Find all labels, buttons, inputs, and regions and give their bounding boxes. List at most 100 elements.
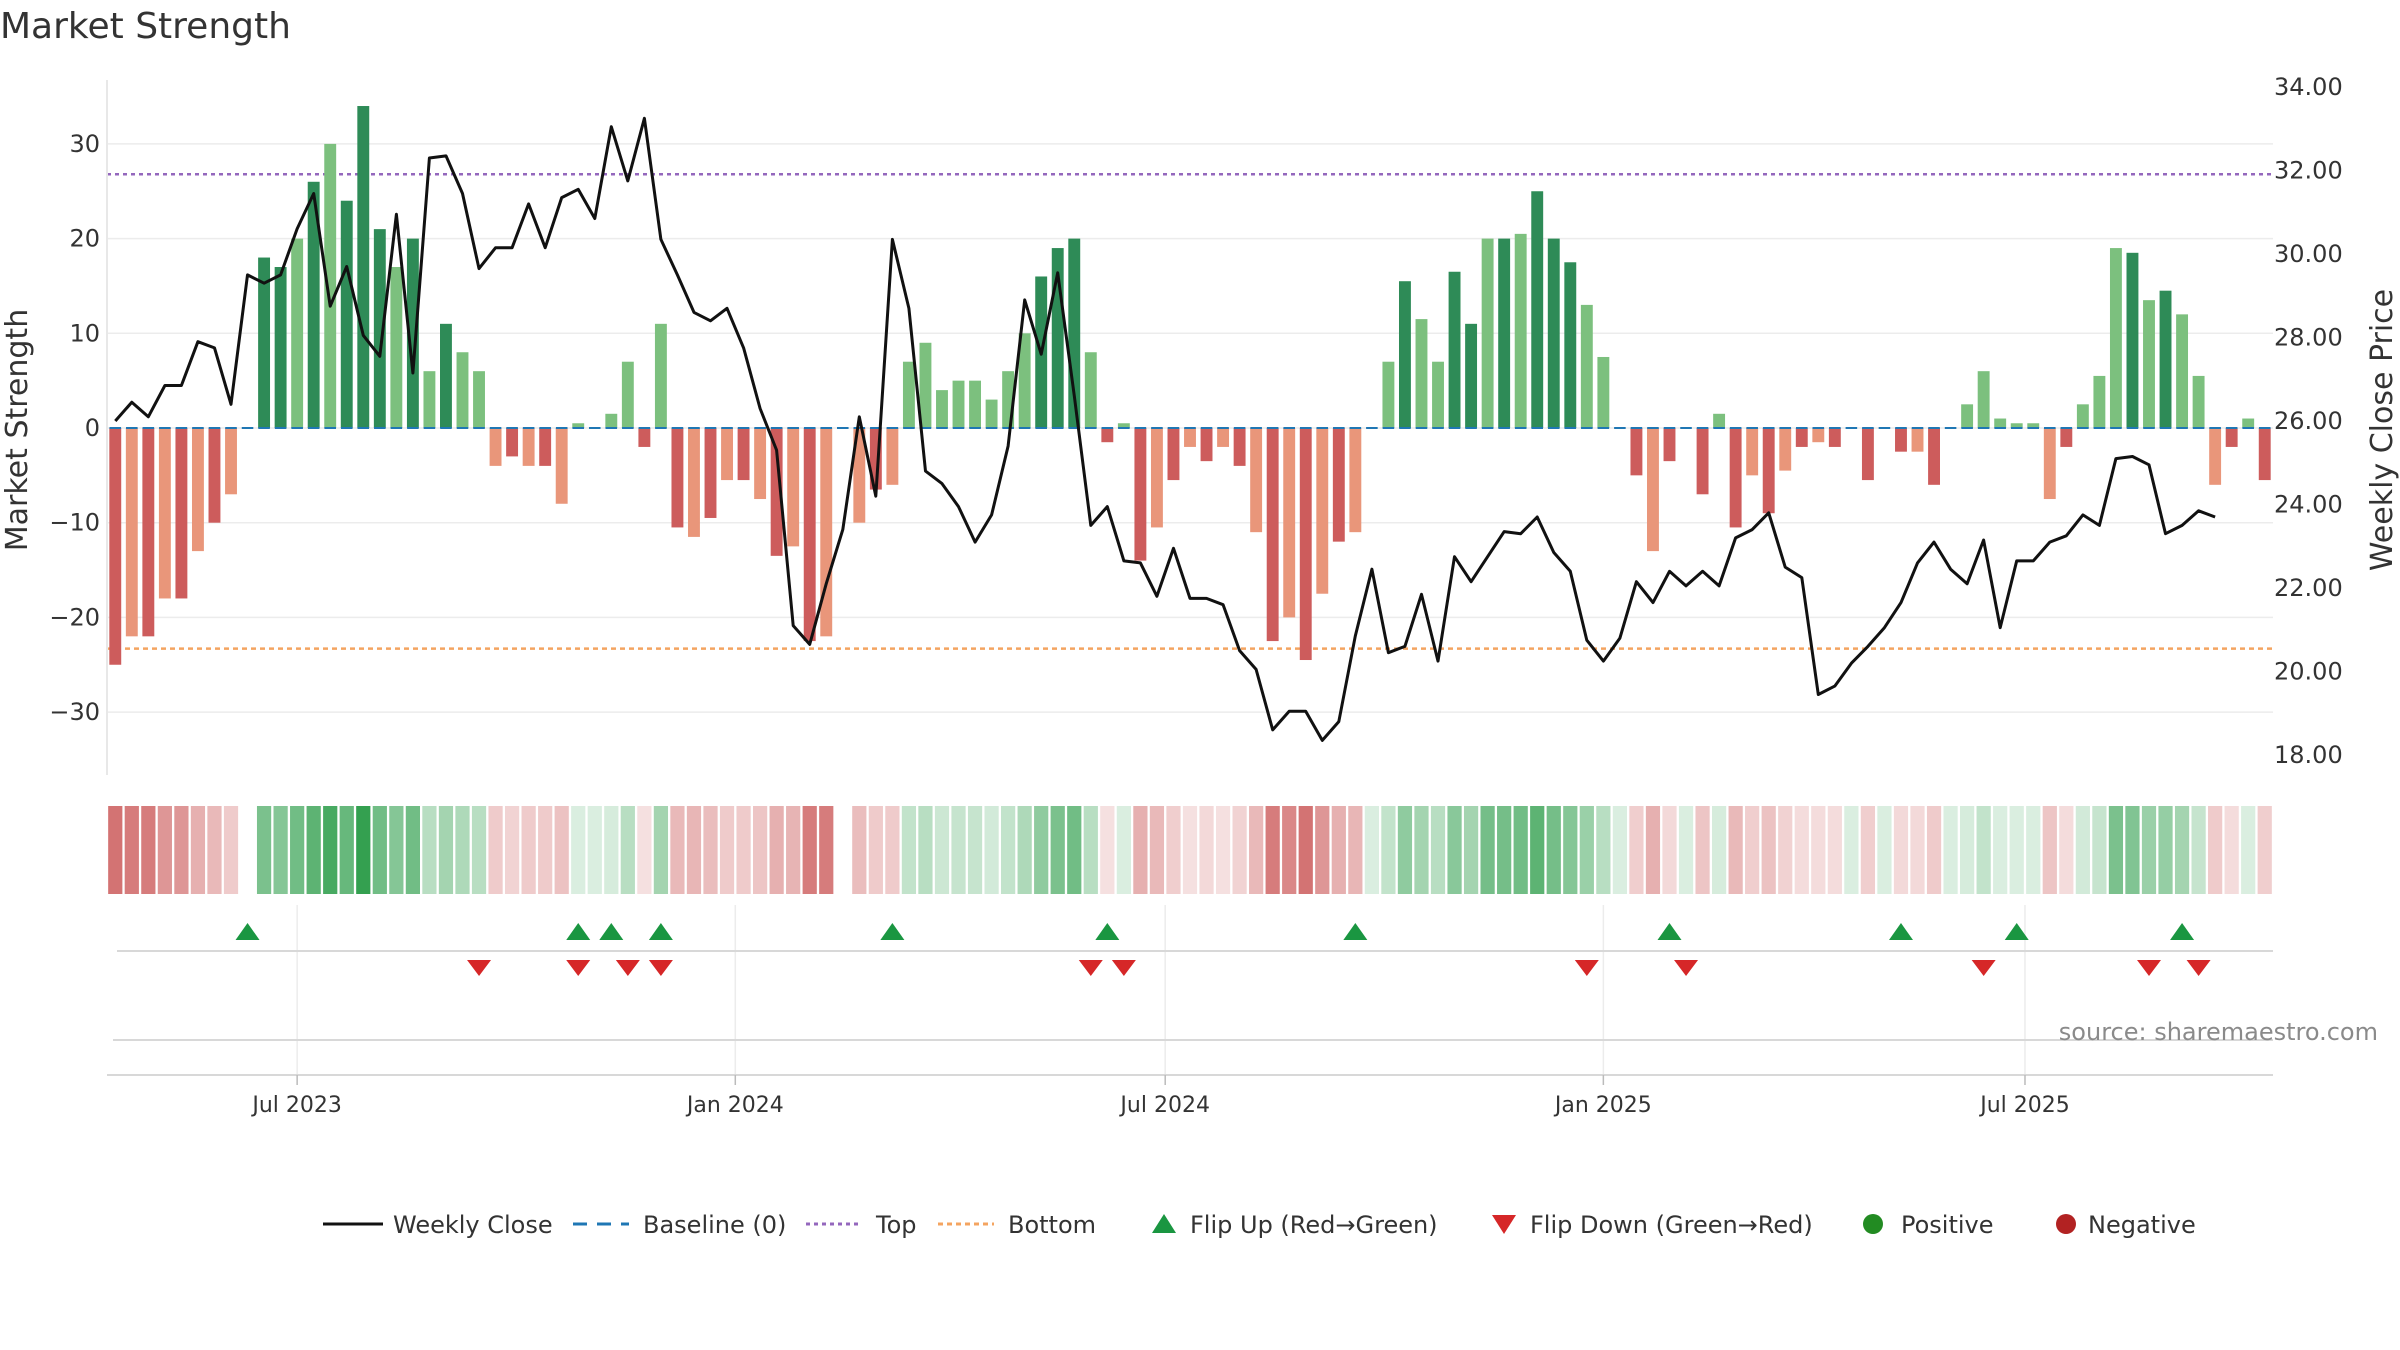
strength-bars [109,106,2271,665]
strength-bar [142,428,155,637]
strength-bar [2109,248,2122,428]
strength-cell [1976,806,1991,894]
strength-cell [1877,806,1892,894]
right-tick-label: 28.00 [2274,324,2343,352]
strength-cell [2141,806,2157,894]
strength-cell [1133,806,1148,894]
legend-swatch-flip-up [1152,1214,1176,1233]
strength-bar [605,413,618,428]
flip-up-marker [1888,923,1913,940]
strength-cell [1480,806,1495,894]
strength-cell [951,806,966,894]
strength-cell [1678,806,1694,894]
strength-bar [1828,428,1841,447]
legend-swatch-flip-down [1492,1215,1516,1234]
strength-cell [1761,806,1776,894]
x-tick-label: Jan 2025 [1553,1093,1652,1118]
strength-bar [390,267,403,428]
left-tick-label: 0 [85,414,100,442]
strength-bar [1895,428,1907,452]
weekly-close-line [114,116,2216,742]
strength-bar [1200,428,1213,462]
strength-cell [1629,806,1644,894]
strength-cell [1249,806,1264,894]
strength-cell [2042,806,2057,894]
strength-cell [504,806,520,894]
strength-cell [984,806,999,894]
strength-bar [1283,428,1296,618]
strength-cell [802,806,817,894]
strength-cell [1910,806,1925,894]
legend-label: Negative [2088,1211,2196,1239]
flip-down-marker [1674,960,1699,976]
left-tick-label: −20 [49,603,100,631]
strength-bar [158,428,171,599]
legend-label: Flip Up (Red→Green) [1190,1211,1438,1239]
strength-bar [1580,304,1593,428]
strength-bar [1299,428,1312,661]
strength-cell [1215,806,1231,894]
strength-cell [2208,806,2223,894]
strength-cell [1397,806,1413,894]
strength-bar [456,352,469,428]
strength-cell [521,806,536,894]
strength-cell [637,806,652,894]
legend-label: Flip Down (Green→Red) [1530,1211,1813,1239]
strength-cell [1050,806,1065,894]
strength-bar [506,428,519,457]
strength-cell [1182,806,1198,894]
strength-bar [1068,238,1081,428]
right-tick-label: 22.00 [2274,574,2343,602]
strength-bar [2209,428,2222,485]
strength-bar [1961,404,1974,428]
strength-bar [704,428,717,518]
strength-cell [2158,806,2173,894]
strength-bar [1498,238,1511,428]
left-axis-title: Market Strength [0,309,35,551]
strength-cell [273,806,288,894]
strength-cell [1067,806,1082,894]
strength-cell [2108,806,2124,894]
strength-bar [340,200,353,428]
strength-cell [2059,806,2074,894]
legend-swatch-positive [1863,1214,1883,1234]
strength-bar [902,361,915,428]
strength-cell [306,806,321,894]
strength-bar [1795,428,1808,447]
strength-cell [1960,806,1975,894]
left-tick-label: 20 [69,225,100,253]
strength-cell [1993,806,2008,894]
strength-bar [985,399,998,428]
flip-markers-panel [117,923,2273,976]
flip-down-marker [1111,960,1136,976]
strength-bar [737,428,750,481]
right-tick-label: 26.00 [2274,407,2343,435]
strength-cell [571,806,586,894]
strength-bar [1233,428,1246,466]
strength-cell [786,806,801,894]
strength-cell [157,806,172,894]
strength-bar [2027,423,2040,428]
strength-cell [290,806,305,894]
x-tick-label: Jul 2023 [250,1093,342,1118]
legend-label: Baseline (0) [643,1211,786,1239]
flip-down-marker [2136,960,2161,976]
strength-bar [2093,375,2106,428]
strength-cell [2075,806,2090,894]
strength-bar [2126,252,2139,428]
strength-cell [1827,806,1842,894]
strength-bar [423,371,436,428]
strength-bar [721,428,733,481]
strength-bar [225,428,237,495]
strength-cell [2092,806,2107,894]
flip-up-marker [566,923,591,940]
strength-bar [1713,413,1726,428]
strength-cell [868,806,883,894]
right-tick-label: 18.00 [2274,741,2343,769]
strength-cell [1778,806,1793,894]
strength-bar [440,323,452,428]
strength-cell [1728,806,1743,894]
strength-bar [1250,428,1263,533]
strength-bar [109,428,122,665]
strength-bar [1382,361,1395,428]
